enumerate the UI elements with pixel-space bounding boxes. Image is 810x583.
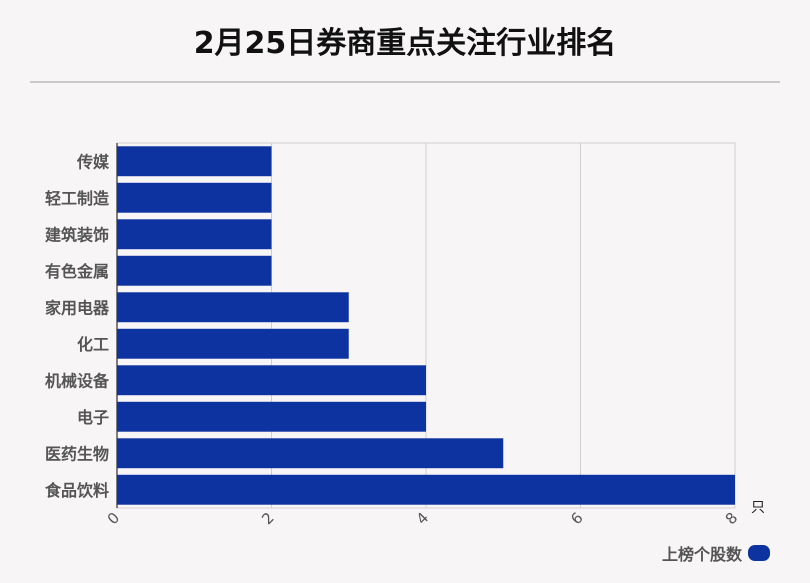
- x-tick-label: 0: [104, 509, 123, 528]
- bar[interactable]: [117, 438, 504, 469]
- category-label: 化工: [77, 335, 109, 354]
- category-label: 建筑装饰: [45, 225, 109, 244]
- x-tick-label: 2: [258, 509, 277, 528]
- bar[interactable]: [117, 328, 349, 359]
- bar[interactable]: [117, 255, 272, 286]
- category-label: 食品饮料: [44, 481, 109, 500]
- legend[interactable]: 上榜个股数: [662, 541, 770, 565]
- chart-title: 2月25日券商重点关注行业排名: [193, 26, 617, 61]
- bar[interactable]: [117, 182, 272, 213]
- category-label: 医药生物: [45, 444, 109, 463]
- category-label: 家用电器: [45, 298, 110, 317]
- bar[interactable]: [117, 219, 272, 250]
- legend-label: 上榜个股数: [661, 545, 742, 564]
- category-label: 有色金属: [45, 262, 109, 281]
- bar[interactable]: [117, 401, 426, 432]
- category-label: 传媒: [76, 152, 110, 171]
- category-label: 轻工制造: [45, 189, 110, 208]
- bar[interactable]: [117, 365, 426, 396]
- x-tick-label: 4: [413, 509, 432, 528]
- x-tick-label: 6: [567, 509, 586, 528]
- x-tick-label: 8: [722, 509, 741, 528]
- bar[interactable]: [117, 146, 272, 177]
- title-divider: [30, 81, 780, 83]
- legend-swatch: [748, 545, 770, 561]
- bar[interactable]: [117, 474, 735, 505]
- category-label: 机械设备: [45, 371, 110, 390]
- bar[interactable]: [117, 292, 349, 323]
- category-label: 电子: [77, 408, 109, 427]
- x-axis-unit: 只: [751, 500, 765, 516]
